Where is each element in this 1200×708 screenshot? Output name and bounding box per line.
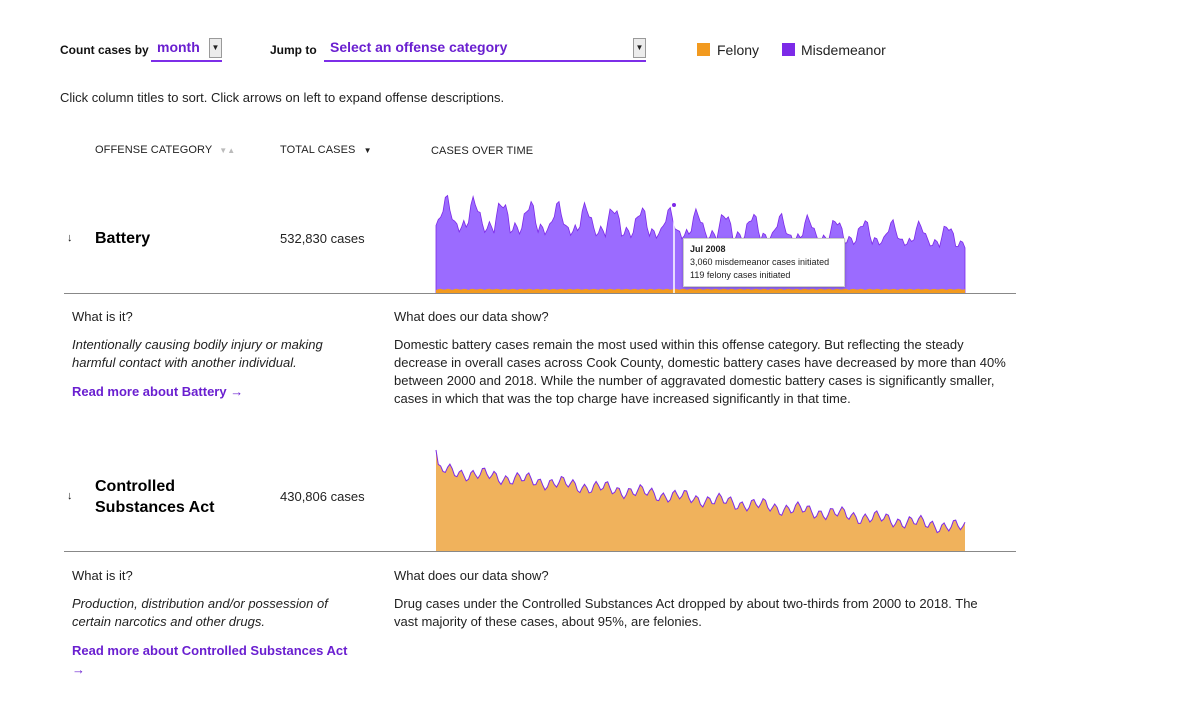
controlled-substances-data-text: Drug cases under the Controlled Substanc… — [394, 596, 978, 629]
chart-tooltip: Jul 2008 3,060 misdemeanor cases initiat… — [683, 238, 845, 287]
what-is-it-label: What is it? — [72, 568, 133, 583]
what-is-it-label: What is it? — [72, 309, 133, 324]
column-header-total-cases[interactable]: TOTAL CASES ▼ — [280, 144, 372, 156]
tooltip-felony-line: 119 felony cases initiated — [690, 270, 791, 280]
row-divider — [64, 551, 1016, 552]
expand-arrow-icon[interactable]: ↓ — [67, 232, 73, 244]
chevron-down-icon[interactable]: ▼ — [633, 38, 646, 58]
felony-swatch — [697, 43, 710, 56]
read-more-label: Read more about Controlled Substances Ac… — [72, 643, 348, 658]
read-more-battery-link[interactable]: Read more about Battery → — [72, 384, 244, 399]
column-header-total-cases-label: TOTAL CASES — [280, 144, 356, 156]
jump-to-select[interactable]: Select an offense category ▼ — [324, 38, 646, 62]
chevron-down-icon[interactable]: ▼ — [209, 38, 222, 58]
row-total-controlled-substances: 430,806 cases — [280, 489, 365, 504]
legend-misdemeanor-label: Misdemeanor — [801, 42, 886, 58]
row-title-line-2: Substances Act — [95, 499, 215, 516]
data-show-label: What does our data show? — [394, 309, 549, 324]
jump-to-label: Jump to — [270, 43, 317, 57]
instructions-text: Click column titles to sort. Click arrow… — [60, 90, 505, 105]
expand-arrow-icon[interactable]: ↓ — [67, 490, 73, 502]
row-divider — [64, 293, 1016, 294]
row-title-controlled-substances: Controlled Substances Act — [95, 476, 214, 518]
misdemeanor-swatch — [782, 43, 795, 56]
column-header-offense-category[interactable]: OFFENSE CATEGORY ▼▲ — [95, 144, 235, 156]
sort-down-icon: ▼ — [363, 146, 372, 155]
legend-felony-label: Felony — [717, 42, 760, 58]
count-by-value: month — [157, 39, 200, 55]
tooltip-misdemeanor-line: 3,060 misdemeanor cases initiated — [690, 257, 830, 267]
column-header-offense-category-label: OFFENSE CATEGORY — [95, 144, 213, 156]
misdemeanor-line — [435, 449, 966, 534]
column-header-cases-over-time[interactable]: CASES OVER TIME — [431, 145, 534, 157]
tooltip-title: Jul 2008 — [690, 244, 726, 254]
row-title-line-1: Controlled — [95, 478, 175, 495]
controlled-substances-area-chart[interactable] — [430, 446, 975, 556]
battery-definition: Intentionally causing bodily injury or m… — [72, 337, 323, 370]
hover-point — [671, 202, 677, 208]
arrow-right-icon: → — [72, 662, 85, 677]
data-show-label: What does our data show? — [394, 568, 549, 583]
controlled-substances-definition: Production, distribution and/or possessi… — [72, 596, 328, 629]
jump-to-value: Select an offense category — [330, 39, 508, 55]
row-total-battery: 532,830 cases — [280, 231, 365, 246]
felony-area — [436, 288, 965, 293]
count-cases-label: Count cases by — [60, 43, 149, 57]
count-by-select[interactable]: month ▼ — [151, 38, 222, 62]
row-title-battery: Battery — [95, 230, 151, 247]
battery-data-text: Domestic battery cases remain the most u… — [394, 337, 1006, 406]
sort-arrows-icon: ▼▲ — [219, 146, 236, 155]
felony-area — [436, 450, 965, 552]
read-more-controlled-substances-link[interactable]: Read more about Controlled Substances Ac… — [72, 641, 372, 679]
